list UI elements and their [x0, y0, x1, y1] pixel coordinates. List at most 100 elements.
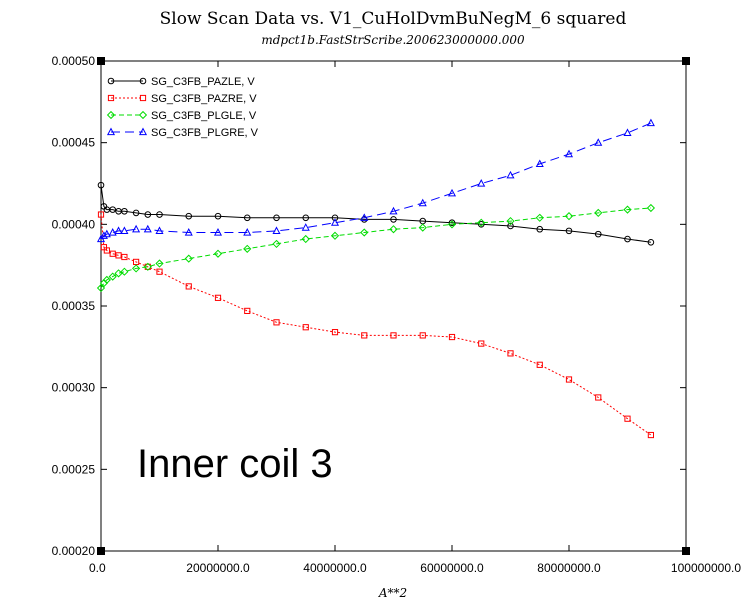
data-point: [330, 218, 340, 226]
legend-item: SG_C3FB_PLGRE, V: [106, 127, 259, 139]
data-point: [143, 262, 152, 271]
data-point: [647, 239, 655, 246]
data-point: [97, 181, 105, 189]
data-point: [156, 211, 163, 218]
data-point: [185, 212, 193, 220]
data-point: [448, 333, 456, 341]
data-point: [506, 216, 515, 226]
y-tick-label: 0.00050: [52, 54, 96, 68]
series-layer: [96, 118, 656, 439]
legend-marker: [106, 110, 116, 120]
data-point: [121, 253, 128, 261]
series-line-0: [100, 185, 651, 243]
data-point: [102, 275, 111, 284]
data-point: [536, 225, 544, 233]
data-point: [477, 221, 485, 228]
legend-marker: [139, 94, 147, 102]
x-tick-label: 40000000.0: [303, 561, 367, 575]
legend-label: SG_C3FB_PAZRE, V: [151, 93, 257, 105]
data-point: [507, 222, 514, 230]
data-point: [331, 329, 339, 336]
data-point: [389, 225, 398, 234]
data-point: [624, 235, 631, 243]
data-point: [273, 319, 280, 326]
legend-item: SG_C3FB_PLGLE, V: [106, 110, 257, 122]
data-point: [97, 211, 105, 218]
data-point: [108, 228, 117, 236]
data-point: [184, 228, 193, 236]
data-point: [390, 332, 397, 339]
data-point: [243, 228, 252, 236]
data-point: [109, 206, 116, 213]
data-point: [131, 264, 141, 273]
x-tick-label: 20000000.0: [186, 561, 250, 575]
legend: SG_C3FB_PAZLE, V SG_C3FB_PAZRE, V SG_C3FB_…: [106, 76, 259, 139]
y-tick-label: 0.00035: [52, 299, 96, 313]
data-point: [418, 223, 427, 232]
data-point: [244, 307, 251, 314]
series-line-1: [100, 214, 652, 436]
data-point: [535, 213, 544, 222]
data-point: [156, 268, 163, 275]
data-point: [272, 226, 281, 234]
data-point: [301, 223, 310, 231]
data-point: [360, 228, 369, 237]
data-point: [389, 206, 398, 215]
y-tick-label: 0.00030: [52, 381, 96, 395]
data-point: [103, 247, 110, 254]
data-point: [594, 208, 603, 218]
data-point: [478, 340, 485, 347]
data-point: [361, 332, 368, 339]
data-point: [185, 283, 192, 290]
data-point: [143, 224, 152, 233]
legend-label: SG_C3FB_PLGLE, V: [151, 110, 257, 122]
data-point: [155, 259, 164, 268]
data-point: [419, 332, 426, 339]
data-point: [120, 226, 129, 234]
data-point: [594, 230, 602, 238]
legend-marker: [139, 77, 147, 85]
annotation-label: Inner coil 3: [137, 442, 333, 486]
data-point: [623, 128, 632, 136]
data-point: [184, 254, 193, 263]
x-tick-label: 60000000.0: [420, 561, 484, 575]
data-point: [144, 211, 152, 218]
data-point: [477, 179, 486, 187]
data-point: [565, 227, 573, 235]
data-point: [96, 283, 106, 293]
chart-title: Slow Scan Data vs. V1_CuHolDvmBuNegM_6 s…: [160, 9, 627, 29]
data-point: [120, 267, 129, 276]
legend-marker: [138, 127, 148, 136]
data-point: [301, 234, 310, 244]
plot-area: [100, 60, 687, 552]
data-point: [623, 205, 632, 214]
series-line-2: [100, 207, 651, 289]
data-point: [647, 431, 654, 439]
data-point: [447, 188, 457, 197]
data-point: [102, 229, 111, 238]
data-point: [330, 231, 340, 240]
y-tick-label: 0.00025: [52, 462, 96, 476]
series-2: [96, 203, 656, 293]
data-point: [447, 220, 457, 229]
data-point: [243, 214, 251, 222]
chart-subtitle: mdpct1b.FastStrScribe.200623000000.000: [261, 33, 525, 47]
x-axis-label: A**2: [378, 586, 407, 600]
legend-item: SG_C3FB_PAZRE, V: [107, 93, 257, 105]
legend-marker: [107, 94, 115, 102]
data-point: [595, 394, 602, 401]
y-tick-label: 0.00045: [52, 136, 96, 150]
data-point: [624, 415, 631, 422]
data-point: [214, 212, 222, 220]
data-point: [155, 226, 164, 234]
data-point: [506, 170, 515, 179]
data-point: [564, 149, 574, 158]
data-point: [272, 239, 281, 249]
data-point: [507, 350, 514, 357]
data-point: [418, 198, 427, 207]
data-point: [646, 203, 656, 213]
series-line-3: [100, 122, 652, 240]
x-axis: 0.0 20000000.0 40000000.0 60000000.0 8000000…: [89, 61, 741, 575]
data-point: [108, 272, 117, 281]
